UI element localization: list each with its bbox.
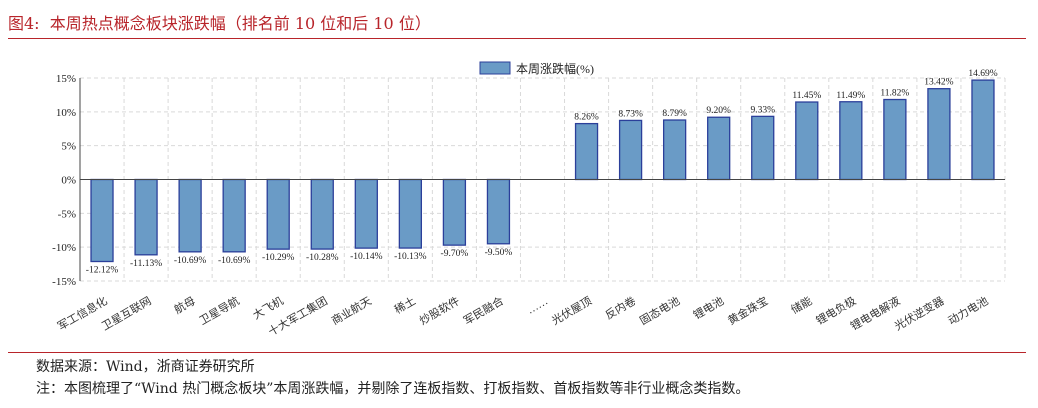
data-label: 11.82%: [880, 89, 909, 99]
y-tick-label: 5%: [61, 141, 76, 153]
bar: [618, 119, 643, 181]
data-label: -10.69%: [174, 256, 207, 266]
bar: [971, 79, 995, 181]
data-label: -10.14%: [350, 252, 383, 262]
data-label: -12.12%: [86, 266, 119, 276]
data-label: 8.73%: [618, 109, 643, 119]
bar: [883, 98, 907, 181]
bar: [266, 178, 290, 250]
bar: [398, 178, 423, 249]
data-label: 9.20%: [706, 106, 731, 116]
bar: [707, 116, 731, 181]
legend-label: 本周涨跌幅(%): [516, 61, 594, 76]
bar-chart: 15% 10% 5% 0% -5% -10% -15% -12.12% 军工信息化 -11.13%…: [52, 61, 1006, 339]
x-tick-label: 光伏屋顶: [549, 293, 594, 327]
data-label: 14.69%: [968, 69, 997, 79]
x-tick-label: 稀土: [392, 294, 418, 316]
bar: [90, 178, 114, 263]
source-text: 数据来源：Wind，浙商证券研究所: [36, 359, 255, 375]
x-tick-label: 大飞机: [250, 293, 286, 322]
data-label: 11.49%: [836, 91, 865, 101]
data-label: -10.13%: [394, 252, 427, 262]
x-tick-label: 炒股软件: [417, 293, 462, 327]
bar: [662, 119, 687, 181]
x-tick-label: 锂电电解液: [848, 293, 903, 333]
x-tick-label: 光伏逆变器: [892, 293, 947, 333]
bar: [354, 178, 378, 249]
y-tick-label: 15%: [56, 73, 76, 85]
top-rule: [8, 38, 1026, 39]
bar: [486, 178, 511, 245]
data-label: 9.33%: [750, 105, 775, 115]
data-label: -11.13%: [130, 259, 162, 269]
bar: [178, 178, 202, 253]
x-tick-label: 航母: [172, 293, 198, 316]
data-label: 8.26%: [574, 113, 599, 123]
bar: [310, 178, 334, 250]
data-label: -9.70%: [441, 249, 469, 259]
data-label: 11.45%: [792, 91, 821, 101]
x-tick-label: 锂电池: [691, 293, 727, 322]
figure-title: 图4: 本周热点概念板块涨跌幅（排名前 10 位和后 10 位）: [8, 10, 431, 34]
bottom-rule: [8, 352, 1026, 353]
bar: [839, 101, 863, 181]
data-label: 8.79%: [662, 109, 687, 119]
title-text: 本周热点概念板块涨跌幅（排名前 10 位和后 10 位）: [49, 14, 431, 33]
data-label: -9.50%: [485, 248, 513, 258]
bar: [927, 88, 951, 181]
x-tick-label: 固态电池: [638, 294, 683, 327]
data-label: -10.69%: [218, 256, 251, 266]
x-tick-label: 商业航天: [329, 293, 374, 327]
data-label: 13.42%: [924, 78, 953, 88]
y-tick-label: 0%: [61, 175, 76, 187]
y-tick-label: -5%: [58, 208, 76, 220]
y-tick-label: -10%: [52, 242, 76, 254]
figure-label: 图4:: [8, 14, 40, 33]
x-tick-label: 卫星互联网: [99, 294, 153, 333]
legend-swatch: [479, 61, 511, 75]
bar: [134, 178, 158, 256]
x-tick-label: 军民融合: [461, 293, 506, 327]
x-tick-label: 反内卷: [603, 293, 639, 322]
bar: [442, 178, 467, 246]
x-tick-label: 卫星导航: [197, 293, 242, 327]
x-tick-label: ……: [525, 295, 550, 316]
y-tick-label: 10%: [56, 107, 76, 119]
x-tick-label: 军工信息化: [55, 293, 110, 333]
data-label: -10.29%: [262, 253, 295, 263]
bar: [795, 101, 819, 181]
data-label: -10.28%: [306, 253, 339, 263]
bar: [751, 115, 775, 181]
bar: [222, 178, 246, 253]
x-tick-label: 储能: [788, 293, 814, 316]
x-tick-label: 动力电池: [946, 294, 991, 327]
x-tick-label: 黄金珠宝: [725, 293, 770, 327]
note-text: 注：本图梳理了“Wind 热门概念板块”本周涨跌幅，并剔除了连板指数、打板指数、…: [36, 381, 750, 397]
y-tick-label: -15%: [52, 276, 76, 288]
bar: [574, 122, 599, 181]
